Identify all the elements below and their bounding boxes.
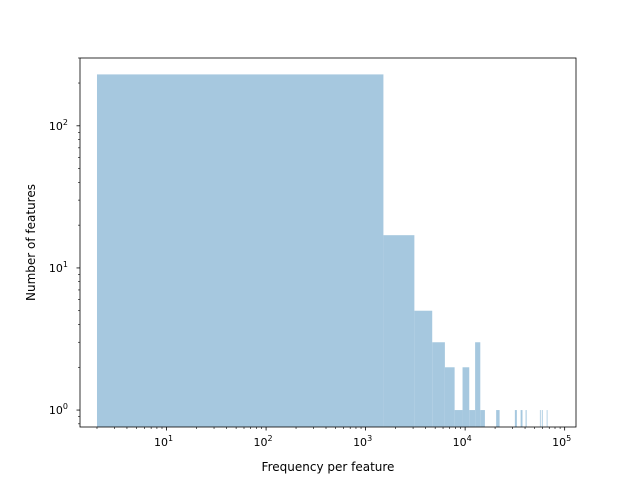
x-axis-label: Frequency per feature	[262, 460, 395, 474]
histogram-bar	[454, 410, 463, 427]
histogram-bar	[444, 367, 455, 427]
histogram-bar	[520, 410, 523, 427]
histogram-bar	[414, 310, 433, 427]
histogram-bar	[383, 235, 415, 427]
histogram-bar	[475, 342, 481, 427]
histogram-bar	[496, 410, 500, 427]
histogram-bar	[541, 410, 543, 427]
histogram-bar	[96, 74, 384, 428]
histogram-bar	[546, 410, 548, 427]
histogram-bar	[432, 342, 445, 427]
histogram-bar	[525, 410, 527, 427]
plot-frame	[79, 57, 577, 428]
histogram-bar	[514, 410, 517, 427]
y-axis-label: Number of features	[24, 184, 38, 301]
y-tick-label-exponent: 2	[63, 118, 68, 127]
histogram-bar	[469, 410, 476, 427]
histogram-bar	[480, 410, 485, 427]
x-tick-label-exponent: 2	[268, 434, 273, 443]
histogram-bar	[462, 367, 470, 427]
x-tick-label-exponent: 5	[566, 434, 571, 443]
x-tick-label-exponent: 3	[367, 434, 372, 443]
y-tick-label-exponent: 1	[63, 260, 68, 269]
x-tick-label-exponent: 1	[168, 434, 173, 443]
y-tick-label-exponent: 0	[63, 402, 68, 411]
histogram-bars	[96, 74, 548, 428]
histogram-bar	[539, 410, 541, 427]
x-tick-label-exponent: 4	[467, 434, 472, 443]
